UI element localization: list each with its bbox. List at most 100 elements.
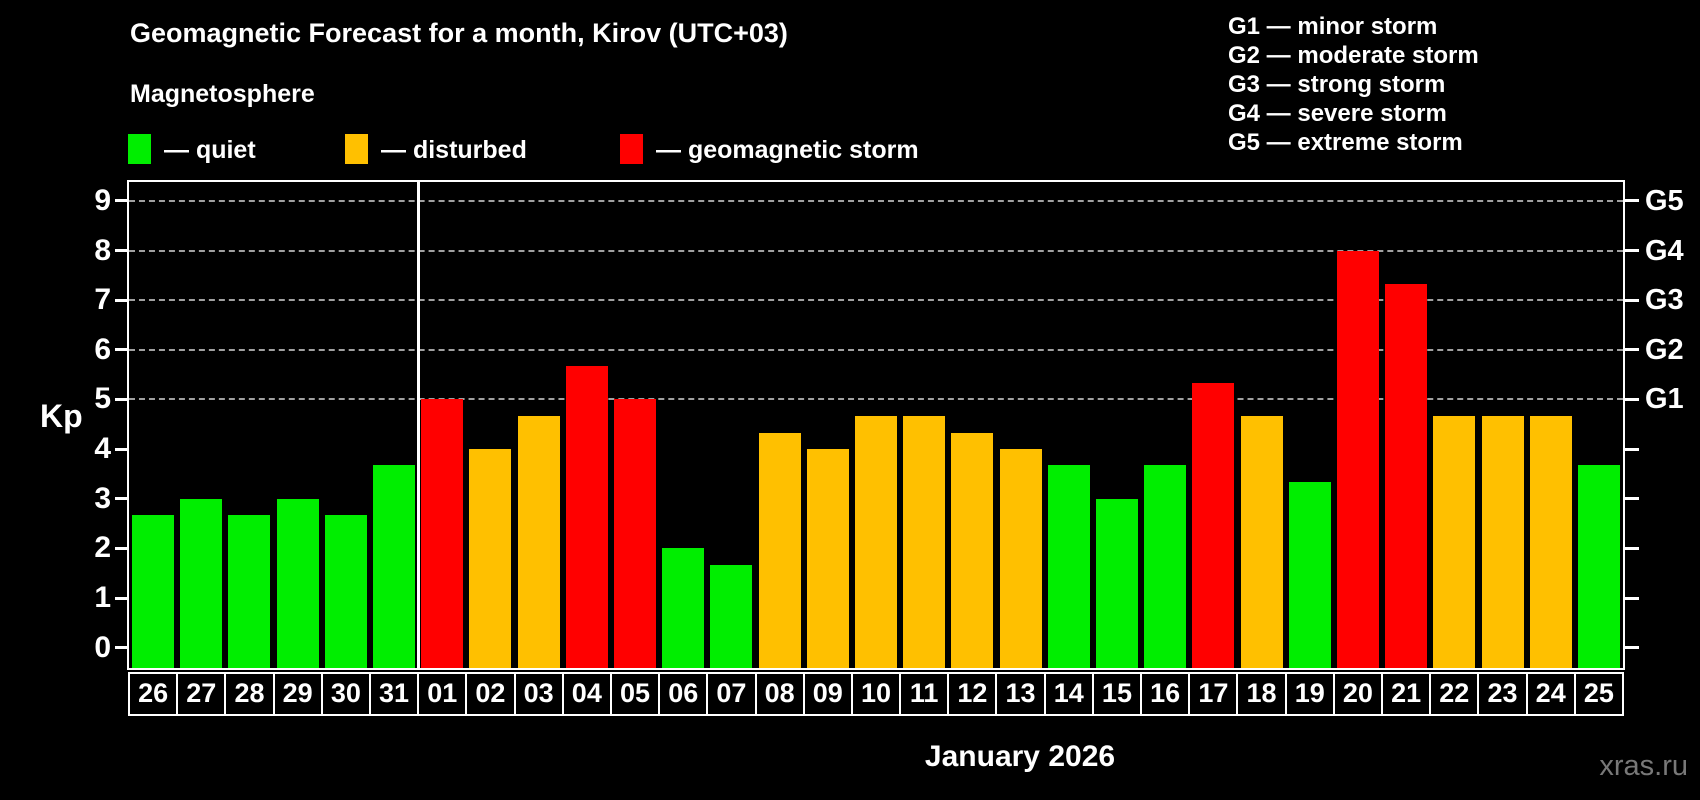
day-label-19: 19 xyxy=(1284,672,1335,716)
right-axis-label-g4: G4 xyxy=(1645,234,1684,267)
y-tick-label: 5 xyxy=(94,382,111,416)
day-label-31: 31 xyxy=(368,672,420,716)
right-tick xyxy=(1625,397,1639,401)
bar-day-10 xyxy=(855,415,897,668)
bar-day-09 xyxy=(806,449,849,668)
day-label-29: 29 xyxy=(272,672,323,716)
right-tick xyxy=(1625,497,1639,501)
right-tick xyxy=(1625,298,1639,302)
right-tick xyxy=(1625,546,1639,550)
y-tick-label: 2 xyxy=(94,531,111,565)
bar-day-03 xyxy=(517,415,560,668)
bar-day-25 xyxy=(1577,465,1620,668)
day-label-26: 26 xyxy=(128,672,179,716)
day-label-13: 13 xyxy=(995,672,1046,716)
legend-storm-label: — geomagnetic storm xyxy=(656,136,919,164)
bar-day-05 xyxy=(614,399,657,668)
bar-day-27 xyxy=(180,498,223,668)
day-label-04: 04 xyxy=(561,672,612,716)
right-axis-label-g3: G3 xyxy=(1645,284,1684,317)
quiet-swatch-icon xyxy=(128,134,151,164)
y-tick xyxy=(115,546,127,550)
day-label-11: 11 xyxy=(899,672,950,716)
g-legend-line-g1: G1 — minor storm xyxy=(1228,13,1438,40)
bar-day-28 xyxy=(228,515,271,668)
g-scale-legend: G1 — minor storm G2 — moderate storm G3 … xyxy=(1228,12,1479,157)
storm-swatch-icon xyxy=(620,134,643,164)
right-tick xyxy=(1625,249,1639,252)
day-label-18: 18 xyxy=(1236,672,1287,716)
legend-quiet-label: — quiet xyxy=(164,136,256,164)
day-label-25: 25 xyxy=(1573,672,1624,716)
y-tick xyxy=(115,447,127,451)
g-legend-line-g4: G4 — severe storm xyxy=(1228,100,1447,127)
chart-subtitle: Magnetosphere xyxy=(130,80,315,108)
y-tick-label: 7 xyxy=(94,283,111,317)
day-label-15: 15 xyxy=(1091,672,1143,716)
right-tick xyxy=(1625,348,1639,352)
right-tick xyxy=(1625,447,1639,451)
y-tick-label: 4 xyxy=(94,432,111,466)
right-tick xyxy=(1625,199,1639,203)
y-tick xyxy=(115,199,127,203)
bar-day-26 xyxy=(132,515,175,668)
legend-disturbed-label: — disturbed xyxy=(381,136,527,164)
day-label-02: 02 xyxy=(465,672,516,716)
bar-day-20 xyxy=(1336,250,1379,668)
day-label-16: 16 xyxy=(1140,672,1191,716)
x-axis-title: January 2026 xyxy=(924,740,1116,773)
bar-day-30 xyxy=(324,515,367,668)
disturbed-swatch-icon xyxy=(345,134,368,164)
day-label-24: 24 xyxy=(1525,672,1576,716)
right-tick xyxy=(1625,646,1639,650)
bar-day-02 xyxy=(469,449,512,668)
bar-day-18 xyxy=(1240,415,1283,668)
day-label-27: 27 xyxy=(176,672,227,716)
y-tick-label: 1 xyxy=(94,581,111,614)
plot-area xyxy=(127,180,1625,670)
right-tick xyxy=(1625,596,1639,600)
bar-day-06 xyxy=(662,548,705,668)
day-label-28: 28 xyxy=(224,672,275,716)
day-label-20: 20 xyxy=(1332,672,1384,716)
bar-day-12 xyxy=(951,432,994,668)
y-tick xyxy=(115,348,127,352)
g-legend-line-g2: G2 — moderate storm xyxy=(1228,42,1479,69)
y-tick-label: 6 xyxy=(94,332,111,366)
y-tick xyxy=(115,646,127,650)
y-tick xyxy=(115,249,127,252)
bar-day-24 xyxy=(1529,415,1572,668)
y-tick-label: 8 xyxy=(94,233,111,267)
right-axis-label-g5: G5 xyxy=(1645,184,1684,217)
day-label-30: 30 xyxy=(320,672,371,716)
y-tick-label: 9 xyxy=(94,183,111,217)
bar-day-31 xyxy=(373,465,416,668)
day-label-07: 07 xyxy=(706,672,757,716)
y-tick xyxy=(115,298,127,302)
grid-line-kp6 xyxy=(129,348,1623,351)
day-label-23: 23 xyxy=(1477,672,1528,716)
g-legend-line-g3: G3 — strong storm xyxy=(1228,71,1446,98)
day-label-01: 01 xyxy=(417,672,468,716)
day-label-10: 10 xyxy=(850,672,902,716)
y-tick xyxy=(115,397,127,401)
day-label-17: 17 xyxy=(1188,672,1239,716)
bar-day-16 xyxy=(1144,465,1187,668)
bar-day-08 xyxy=(758,432,801,668)
bar-day-13 xyxy=(999,449,1042,668)
right-axis-label-g2: G2 xyxy=(1645,333,1684,366)
y-tick xyxy=(115,497,127,501)
bar-day-14 xyxy=(1047,465,1090,668)
y-tick-label: 3 xyxy=(94,481,111,515)
bar-day-19 xyxy=(1288,482,1331,668)
day-label-05: 05 xyxy=(609,672,661,716)
bar-day-11 xyxy=(903,415,946,668)
grid-line-kp8 xyxy=(129,249,1623,252)
grid-line-kp7 xyxy=(129,299,1623,302)
bar-day-23 xyxy=(1481,415,1524,668)
bar-day-01 xyxy=(421,399,464,668)
day-label-09: 09 xyxy=(802,672,853,716)
right-axis-label-g1: G1 xyxy=(1645,383,1684,416)
watermark: xras.ru xyxy=(1599,750,1688,782)
